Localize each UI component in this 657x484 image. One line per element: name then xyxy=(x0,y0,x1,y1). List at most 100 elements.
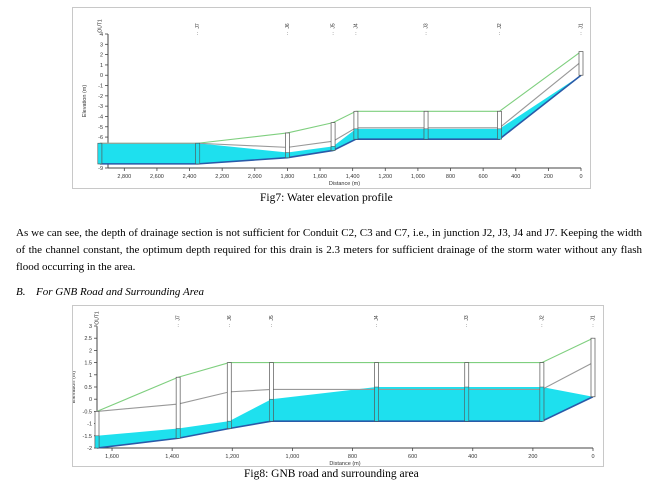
fig7-x-tick-label: 400 xyxy=(511,174,520,180)
fig8-x-tick-label: 1,400 xyxy=(165,454,179,460)
fig8-y-tick-label: 1 xyxy=(89,373,92,379)
figure-8-caption: Fig8: GNB road and surrounding area xyxy=(244,468,419,480)
section-heading: B. For GNB Road and Surrounding Area xyxy=(16,286,204,298)
fig7-node-label: J7 xyxy=(195,23,201,29)
fig7-x-axis-label: Distance (m) xyxy=(329,181,360,187)
fig7-y-tick-label: 0 xyxy=(100,73,103,79)
fig7-y-tick-label: 3 xyxy=(100,42,103,48)
fig8-x-tick-label: 1,000 xyxy=(286,454,300,460)
fig8-manhole-water xyxy=(175,428,181,439)
fig8-node-label: OUT1 xyxy=(95,311,101,325)
fig7-x-tick-label: 2,000 xyxy=(248,174,262,180)
fig8-y-tick-label: 1.5 xyxy=(84,361,92,367)
fig8-y-tick-label: 3 xyxy=(89,324,92,330)
section-number: B. xyxy=(16,286,26,298)
fig7-manhole-water xyxy=(285,152,290,158)
fig8-y-tick-label: -1 xyxy=(87,422,92,428)
fig7-y-tick-label: -6 xyxy=(98,135,103,141)
fig7-y-axis-label: Elevation (m) xyxy=(82,85,88,118)
fig7-y-tick-label: -1 xyxy=(98,84,103,90)
figure-7-chart: 43210-1-2-3-4-5-6-7-8-92,8002,6002,4002,… xyxy=(72,7,591,189)
fig8-y-tick-label: -2 xyxy=(87,446,92,452)
fig8-invert-line xyxy=(96,396,594,449)
fig7-y-tick-label: -9 xyxy=(98,166,103,172)
fig8-manhole-water xyxy=(227,420,232,429)
fig7-x-tick-label: 1,800 xyxy=(281,174,295,180)
fig8-node-label: J2 xyxy=(539,315,545,321)
fig7-ground-line xyxy=(99,51,582,144)
figure-8-plot: 3 2.5 2 1.5 1 0.5 0 -0.5 -1 -1.5 -2 1,600 1,400 1,200… xyxy=(73,311,597,466)
fig8-node-label: J1 xyxy=(591,315,597,321)
fig7-y-tick-label: -3 xyxy=(98,104,103,110)
figure-8-chart: 3 2.5 2 1.5 1 0.5 0 -0.5 -1 -1.5 -2 1,600 1,400 1,200… xyxy=(72,305,604,467)
fig8-manhole-water xyxy=(464,386,469,422)
fig7-x-tick-label: 2,400 xyxy=(183,174,197,180)
fig8-manhole-water xyxy=(539,386,545,422)
fig8-y-tick-label: 0 xyxy=(89,397,92,403)
fig8-node-label: J6 xyxy=(227,315,233,321)
fig7-x-tick-label: 1,600 xyxy=(313,174,327,180)
fig7-y-tick-label: -2 xyxy=(98,94,103,100)
fig7-manhole-water xyxy=(497,128,502,140)
fig8-node-label: J4 xyxy=(374,315,380,321)
fig7-manhole-water xyxy=(353,128,359,140)
fig7-node-label: J2 xyxy=(497,23,503,29)
fig7-y-tick-label: 4 xyxy=(100,32,103,38)
fig7-y-tick-label: -5 xyxy=(98,125,103,131)
fig8-x-tick-label: 600 xyxy=(408,454,417,460)
fig8-x-tick-label: 0 xyxy=(591,454,594,460)
fig8-x-tick-label: 200 xyxy=(528,454,537,460)
fig8-y-tick-label: 2.5 xyxy=(84,336,92,342)
fig8-x-tick-label: 400 xyxy=(468,454,477,460)
fig7-x-tick-label: 1,400 xyxy=(346,174,360,180)
figure-7-plot: 43210-1-2-3-4-5-6-7-8-92,8002,6002,4002,… xyxy=(82,19,585,187)
fig8-x-tick-label: 1,600 xyxy=(105,454,119,460)
fig7-x-tick-label: 200 xyxy=(544,174,553,180)
fig7-y-tick-label: -4 xyxy=(98,114,103,120)
fig7-x-tick-label: 0 xyxy=(579,174,582,180)
fig8-crown-line xyxy=(96,362,594,412)
fig7-manhole-water xyxy=(423,128,429,140)
fig7-node-label: J3 xyxy=(424,23,430,29)
fig7-x-tick-label: 800 xyxy=(446,174,455,180)
fig7-node-label: J5 xyxy=(331,23,337,29)
fig7-x-tick-label: 600 xyxy=(479,174,488,180)
fig8-node-label: J5 xyxy=(269,315,275,321)
fig8-y-tick-label: 2 xyxy=(89,348,92,354)
fig8-manhole-water xyxy=(374,386,379,422)
section-title: For GNB Road and Surrounding Area xyxy=(36,286,204,298)
figure-7-caption: Fig7: Water elevation profile xyxy=(260,192,393,204)
fig8-x-tick-label: 1,200 xyxy=(225,454,239,460)
fig7-node-label: OUT1 xyxy=(97,19,103,33)
fig8-node-label: J3 xyxy=(464,315,470,321)
fig7-manhole-water xyxy=(330,146,336,151)
fig7-node-label: J6 xyxy=(285,23,291,29)
fig8-y-tick-label: -1.5 xyxy=(83,434,92,440)
fig7-node-label: J4 xyxy=(353,23,359,29)
fig8-manhole xyxy=(590,337,596,398)
fig8-ground-line xyxy=(96,337,594,412)
fig8-x-axis-label: Distance (m) xyxy=(329,461,360,466)
body-paragraph: As we can see, the depth of drainage sec… xyxy=(16,227,642,273)
fig7-y-tick-label: 1 xyxy=(100,63,103,69)
fig8-manhole-water xyxy=(269,398,274,422)
fig8-manhole-water xyxy=(94,435,100,449)
fig7-y-tick-label: 2 xyxy=(100,53,103,59)
fig7-node-label: J1 xyxy=(579,23,585,29)
fig7-x-tick-label: 2,800 xyxy=(117,174,131,180)
fig7-x-tick-label: 1,000 xyxy=(411,174,425,180)
fig7-manhole-water xyxy=(195,143,200,165)
fig7-manhole xyxy=(578,51,584,76)
fig8-manhole xyxy=(226,362,232,429)
fig8-y-tick-label: -0.5 xyxy=(83,409,92,415)
fig7-invert-line xyxy=(99,74,582,165)
fig7-x-tick-label: 2,600 xyxy=(150,174,164,180)
fig8-x-tick-label: 800 xyxy=(348,454,357,460)
fig7-x-tick-label: 1,200 xyxy=(378,174,392,180)
fig8-y-axis-label: Elevation (m) xyxy=(73,371,77,404)
fig7-x-tick-label: 2,200 xyxy=(215,174,229,180)
fig8-node-label: J7 xyxy=(176,315,182,321)
fig8-y-tick-label: 0.5 xyxy=(84,385,92,391)
fig7-crown-line xyxy=(99,61,582,148)
fig7-manhole-water xyxy=(97,143,103,165)
